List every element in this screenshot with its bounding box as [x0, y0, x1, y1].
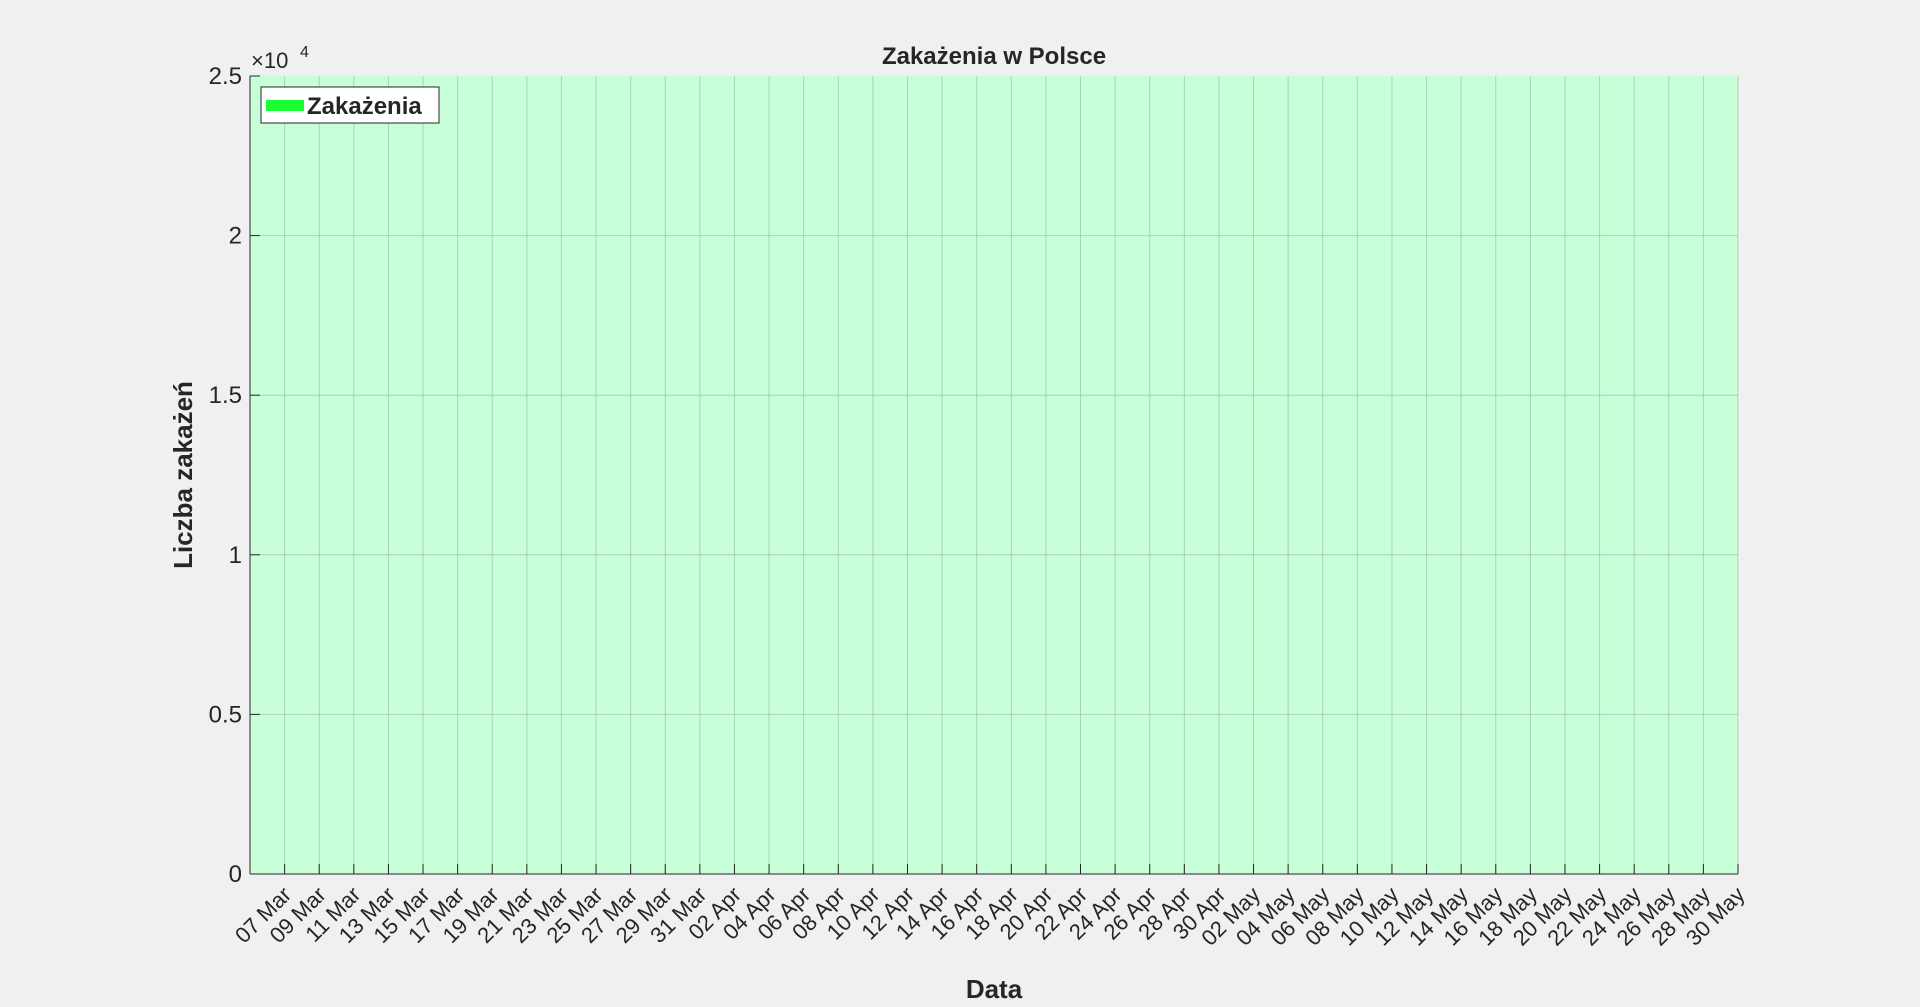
- y-exponent-power: 4: [300, 44, 309, 61]
- y-tick-label: 2: [229, 223, 242, 250]
- y-tick-label: 1: [229, 542, 242, 569]
- y-exponent-label: ×10: [251, 48, 288, 73]
- y-tick-label: 2.5: [209, 63, 242, 90]
- plot-area: [250, 76, 1738, 874]
- grid-lines: [250, 75, 1739, 874]
- y-tick-label: 0.5: [209, 701, 242, 728]
- y-axis-ticks: 0 0.5 1 1.5 2 2.5: [209, 63, 260, 888]
- y-tick-label: 0: [229, 861, 242, 888]
- y-axis-label: Liczba zakażeń: [168, 381, 198, 569]
- legend-label: Zakażenia: [307, 93, 422, 120]
- chart-title: Zakażenia w Polsce: [882, 43, 1106, 70]
- x-axis-label: Data: [966, 974, 1023, 1004]
- legend: Zakażenia: [260, 86, 440, 124]
- y-tick-label: 1.5: [209, 382, 242, 409]
- legend-swatch: [266, 100, 304, 111]
